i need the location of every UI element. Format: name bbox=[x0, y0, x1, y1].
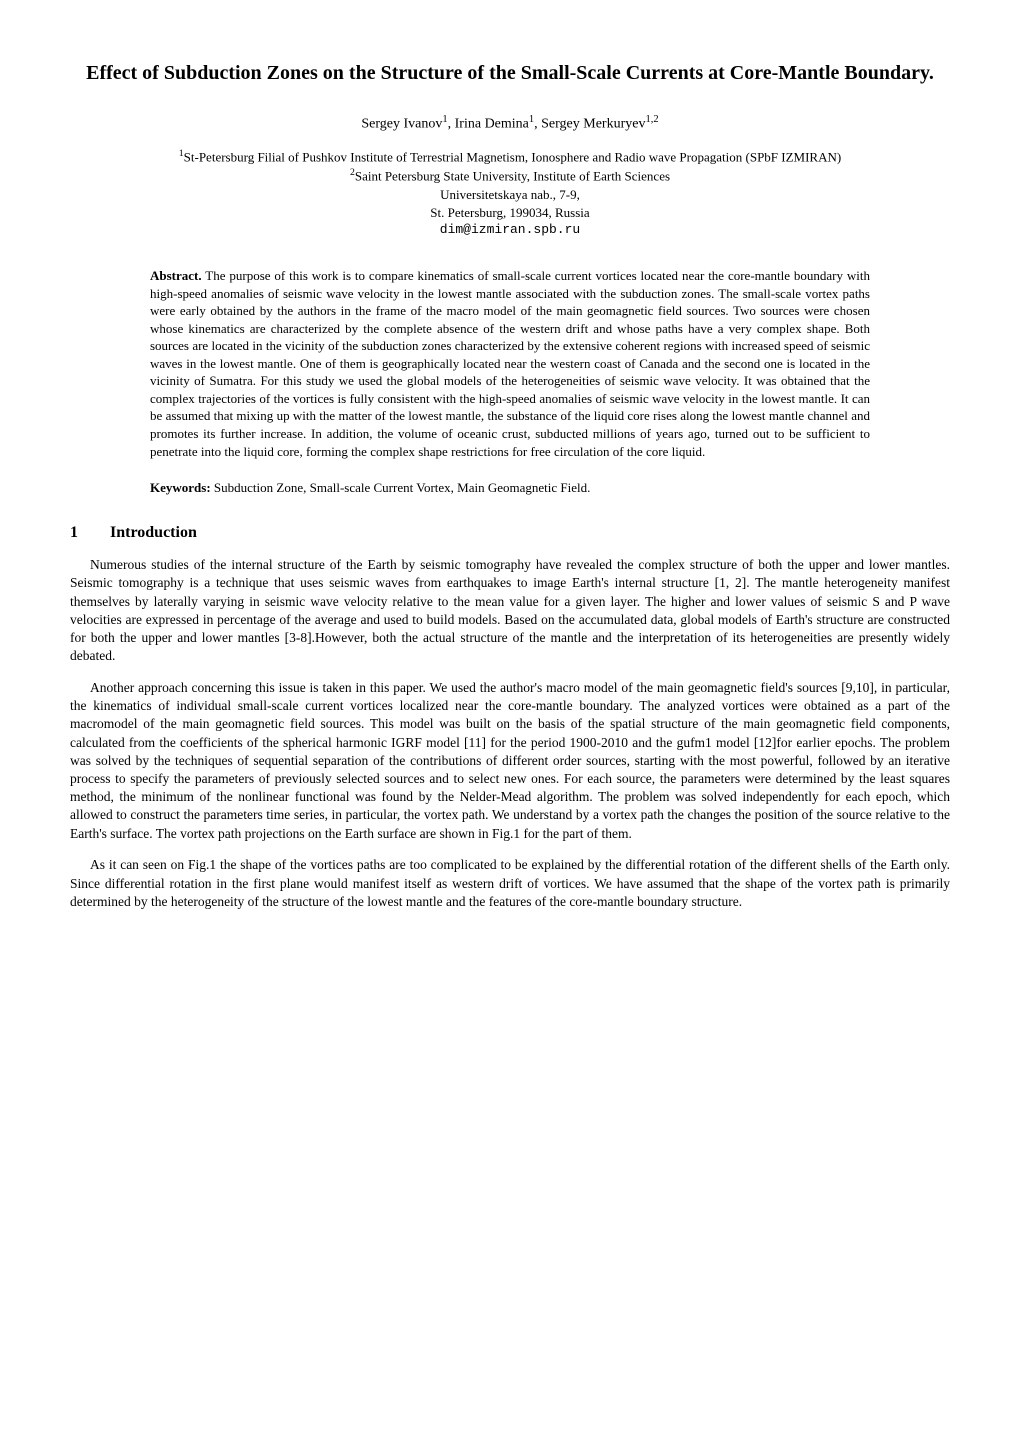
keywords-block: Keywords: Subduction Zone, Small-scale C… bbox=[150, 480, 870, 496]
abstract-text: The purpose of this work is to compare k… bbox=[150, 268, 870, 458]
keywords-label: Keywords: bbox=[150, 480, 211, 495]
address-line-1: Universitetskaya nab., 7-9, bbox=[70, 186, 950, 204]
affiliation-2: 2Saint Petersburg State University, Inst… bbox=[70, 166, 950, 186]
paper-title: Effect of Subduction Zones on the Struct… bbox=[70, 60, 950, 86]
intro-paragraph-1: Numerous studies of the internal structu… bbox=[70, 556, 950, 665]
affiliation-1: 1St-Petersburg Filial of Pushkov Institu… bbox=[70, 147, 950, 167]
authors-line: Sergey Ivanov1, Irina Demina1, Sergey Me… bbox=[70, 114, 950, 133]
contact-email: dim@izmiran.spb.ru bbox=[70, 222, 950, 237]
abstract-label: Abstract. bbox=[150, 268, 202, 283]
section-1-number: 1 bbox=[70, 524, 110, 542]
intro-paragraph-2: Another approach concerning this issue i… bbox=[70, 679, 950, 843]
abstract-block: Abstract. The purpose of this work is to… bbox=[150, 267, 870, 460]
address-line-2: St. Petersburg, 199034, Russia bbox=[70, 204, 950, 222]
section-1-title: Introduction bbox=[110, 524, 197, 541]
section-1-heading: 1Introduction bbox=[70, 524, 950, 542]
intro-paragraph-3: As it can seen on Fig.1 the shape of the… bbox=[70, 856, 950, 911]
keywords-text: Subduction Zone, Small-scale Current Vor… bbox=[211, 480, 591, 495]
